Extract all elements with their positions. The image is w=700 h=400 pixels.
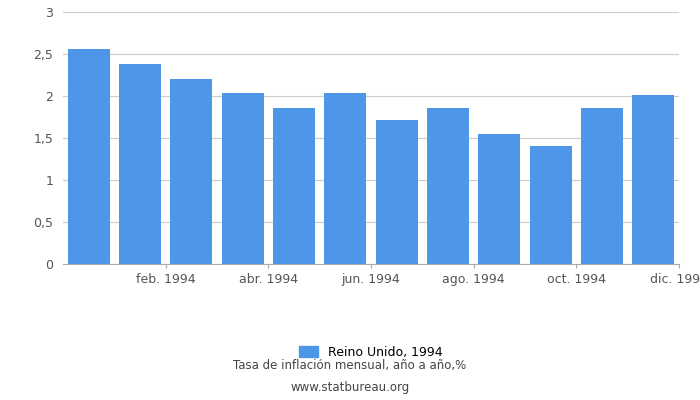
Text: www.statbureau.org: www.statbureau.org	[290, 382, 410, 394]
Bar	[632, 95, 674, 264]
Bar	[324, 94, 366, 264]
Bar	[427, 108, 469, 264]
Bar	[376, 120, 418, 264]
Bar	[68, 49, 110, 264]
Bar	[170, 79, 212, 264]
Bar	[530, 146, 572, 264]
Bar	[581, 108, 623, 264]
Bar	[273, 108, 315, 264]
Legend: Reino Unido, 1994: Reino Unido, 1994	[294, 340, 448, 364]
Text: Tasa de inflación mensual, año a año,%: Tasa de inflación mensual, año a año,%	[233, 360, 467, 372]
Bar	[119, 64, 161, 264]
Bar	[478, 134, 520, 264]
Bar	[222, 93, 264, 264]
